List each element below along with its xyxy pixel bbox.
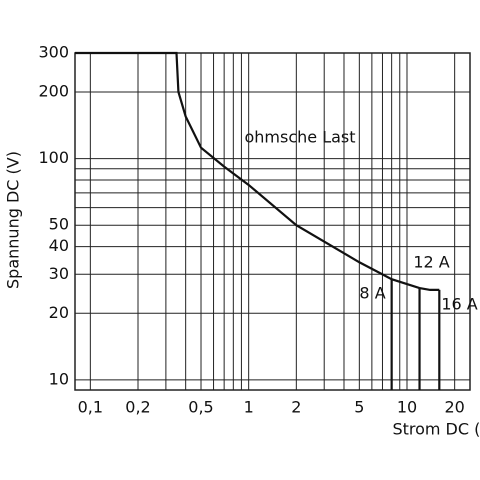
curve	[75, 51, 440, 292]
annotation: ohmsche Last	[244, 128, 355, 147]
y-tick-label: 50	[49, 215, 69, 234]
x-tick-label: 0,2	[125, 398, 150, 417]
x-tick-label: 0,5	[188, 398, 213, 417]
series-label: 12 A	[413, 253, 449, 272]
plot-frame	[74, 52, 471, 391]
y-tick-label: 100	[38, 148, 69, 167]
x-tick-label: 0,1	[78, 398, 103, 417]
series-label: 16 A	[441, 294, 477, 313]
x-tick-label: 5	[354, 398, 364, 417]
series-label: 8 A	[359, 284, 385, 303]
y-tick-label: 300	[38, 43, 69, 62]
y-tick-label: 20	[49, 303, 69, 322]
y-tick-label: 10	[49, 369, 69, 388]
x-tick-label: 2	[291, 398, 301, 417]
x-tick-label: 10	[397, 398, 417, 417]
y-tick-label: 200	[38, 81, 69, 100]
y-tick-label: 30	[49, 264, 69, 283]
x-axis-label: Strom DC (A)	[392, 420, 480, 439]
x-tick-label: 20	[444, 398, 464, 417]
y-axis-label: Spannung DC (V)	[4, 151, 23, 289]
x-tick-label: 1	[244, 398, 254, 417]
y-tick-label: 40	[49, 236, 69, 255]
